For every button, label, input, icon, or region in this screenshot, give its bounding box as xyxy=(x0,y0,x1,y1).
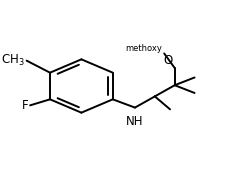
Text: CH$_3$: CH$_3$ xyxy=(1,53,25,68)
Text: O: O xyxy=(164,54,173,67)
Text: F: F xyxy=(22,99,28,112)
Text: NH: NH xyxy=(126,115,144,128)
Text: methoxy: methoxy xyxy=(125,44,162,53)
